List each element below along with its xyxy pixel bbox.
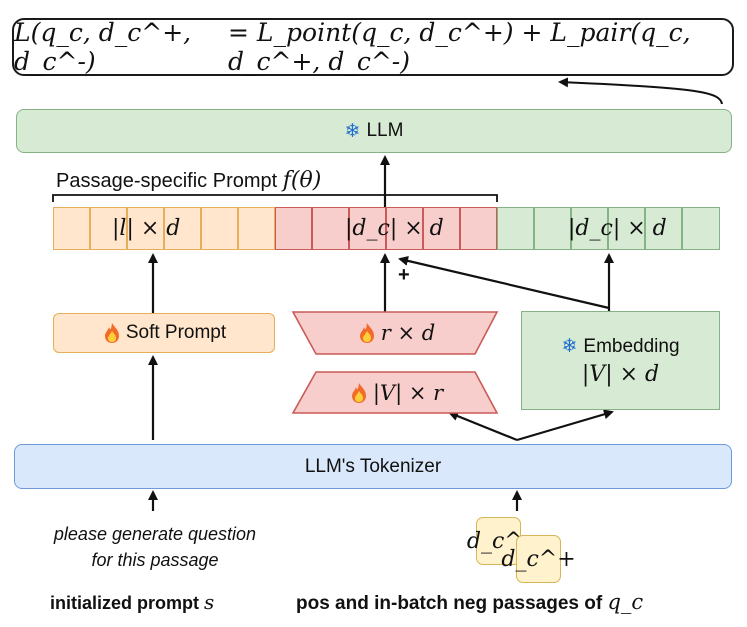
- tokenizer-label: LLM's Tokenizer: [304, 455, 442, 477]
- tokenizer-to-embedding-arrow: [516, 409, 614, 442]
- row-cell: [534, 207, 571, 250]
- llm-to-loss-arrow: [558, 77, 723, 105]
- embedding-to-redrow-arrow: [398, 255, 610, 310]
- row-cell: [460, 207, 497, 250]
- embedding-dims: |V| × d: [581, 361, 660, 387]
- lora-b-label: |V| × r: [372, 381, 444, 405]
- row-cell: [571, 207, 608, 250]
- row-cell: [53, 207, 90, 250]
- soft-prompt-box: Soft Prompt: [53, 313, 275, 353]
- plus-sign: +: [398, 264, 410, 286]
- embedding-title: ❄ Embedding: [561, 335, 679, 358]
- row-cell: [423, 207, 460, 250]
- loss-rhs: = L_point(q_c, d_c^+) + L_pair(q_c, d_c^…: [228, 18, 691, 76]
- positive-passage-doc: d_c^+: [501, 535, 576, 583]
- left-caption-math: s: [204, 590, 215, 614]
- fire-icon: [359, 323, 374, 343]
- right-caption-text: pos and in-batch neg passages of: [296, 593, 603, 614]
- row-cell: [312, 207, 349, 250]
- prompt-bracket-label: Passage-specific Prompt: [56, 170, 278, 192]
- row-cell: [90, 207, 127, 250]
- row-cell: [275, 207, 312, 250]
- loss-lhs: L(q_c, d_c^+, d_c^-): [14, 18, 192, 76]
- soft-prompt-label: Soft Prompt: [125, 322, 227, 343]
- row-cell: [238, 207, 275, 250]
- row-cell: [349, 207, 386, 250]
- row-cell: [608, 207, 645, 250]
- prompt-bracket-math: f(θ): [282, 168, 322, 193]
- fire-icon: [104, 323, 119, 343]
- row-cell: [497, 207, 534, 250]
- left-caption-text: initialized prompt: [50, 593, 200, 613]
- snowflake-icon: ❄: [561, 335, 578, 357]
- passage-token-embedding-row: [275, 207, 497, 250]
- initial-prompt-text: please generate question for this passag…: [20, 521, 290, 573]
- prompt-bracket-caption: Passage-specific Prompt f(θ): [56, 168, 321, 193]
- prompt-line-2: for this passage: [91, 550, 219, 570]
- row-cell: [127, 207, 164, 250]
- lora-a-trapezoid: [291, 311, 499, 355]
- row-cell: [164, 207, 201, 250]
- green-row-label: |d_c| × d: [568, 216, 667, 241]
- prompt-line-1: please generate question: [53, 524, 257, 544]
- lora-a-label-wrap: r × d: [316, 314, 476, 352]
- embedding-label: Embedding: [583, 335, 680, 357]
- row-cell: [682, 207, 720, 250]
- row-cell: [386, 207, 423, 250]
- red-row-label: |d_c| × d: [345, 216, 444, 241]
- left-caption: initialized prompt s: [50, 590, 214, 614]
- tokenizer-box: LLM's Tokenizer: [14, 444, 732, 489]
- prompt-bracket: [52, 194, 498, 202]
- llm-box: ❄ LLM: [16, 109, 732, 153]
- lora-b-trapezoid: [291, 371, 499, 414]
- loss-formula-box: L(q_c, d_c^+, d_c^-) = L_point(q_c, d_c^…: [12, 18, 734, 76]
- embedding-box: ❄ Embedding |V| × d: [521, 311, 720, 410]
- right-caption: pos and in-batch neg passages of q_c: [296, 590, 643, 615]
- frozen-embedding-row: [497, 207, 720, 250]
- snowflake-icon: ❄: [344, 120, 361, 142]
- tokenizer-to-loraB-arrow: [448, 411, 518, 442]
- right-caption-math: q_c: [607, 590, 644, 614]
- lora-b-label-wrap: |V| × r: [310, 374, 482, 412]
- lora-a-label: r × d: [380, 321, 436, 345]
- row-cell: [201, 207, 238, 250]
- soft-prompt-embedding-row: [53, 207, 275, 250]
- fire-icon: [351, 383, 366, 403]
- row-cell: [645, 207, 682, 250]
- llm-label: LLM: [366, 120, 404, 141]
- orange-row-label: |l| × d: [112, 216, 181, 241]
